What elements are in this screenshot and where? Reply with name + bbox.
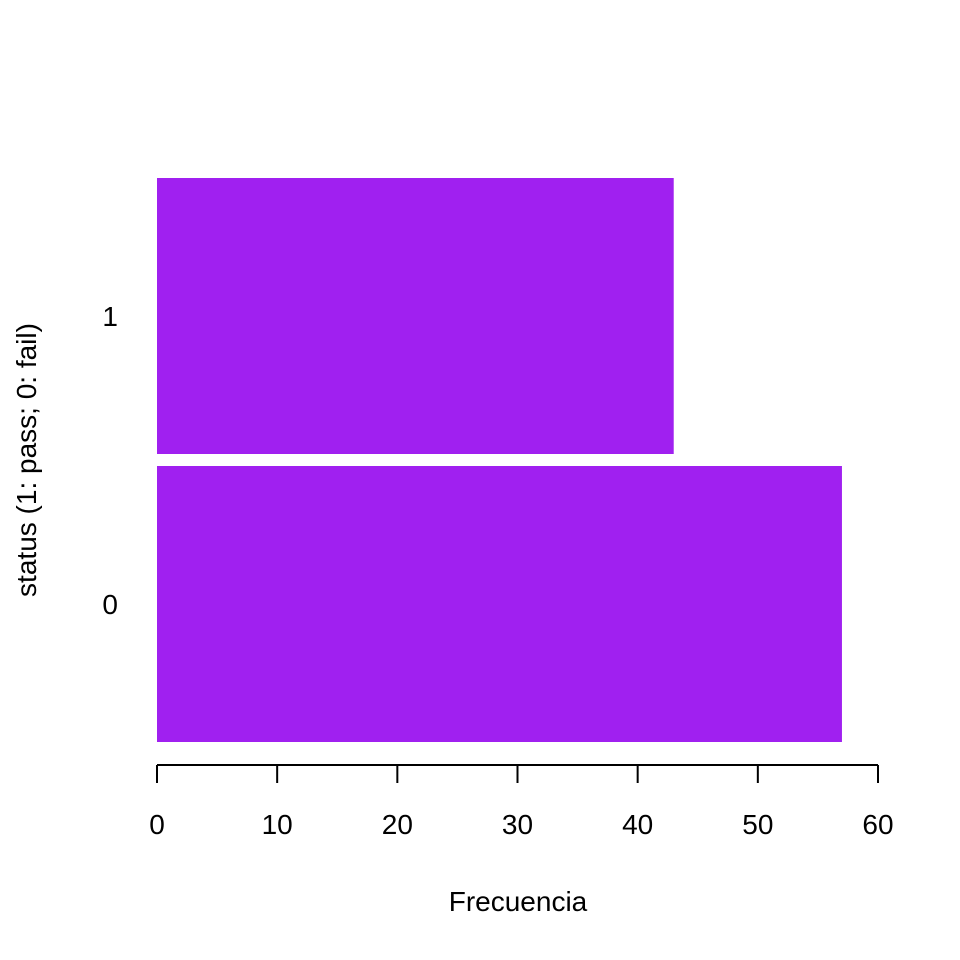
x-axis: 0 10 20 30 40 50 60 xyxy=(149,764,894,840)
x-tick-label-20: 20 xyxy=(382,809,413,840)
x-tick-label-40: 40 xyxy=(622,809,653,840)
y-tick-label-1: 1 xyxy=(102,301,118,332)
y-tick-label-0: 0 xyxy=(102,589,118,620)
x-tick-label-50: 50 xyxy=(742,809,773,840)
x-axis-title: Frecuencia xyxy=(449,886,588,917)
y-axis-title: status (1: pass; 0: fail) xyxy=(11,323,42,597)
y-tick-labels: 01 xyxy=(102,301,118,620)
x-tick-label-0: 0 xyxy=(149,809,165,840)
bars xyxy=(157,178,842,742)
bar-1 xyxy=(157,178,674,454)
x-tick-label-10: 10 xyxy=(262,809,293,840)
bar-0 xyxy=(157,466,842,742)
x-tick-label-30: 30 xyxy=(502,809,533,840)
x-tick-label-60: 60 xyxy=(862,809,893,840)
